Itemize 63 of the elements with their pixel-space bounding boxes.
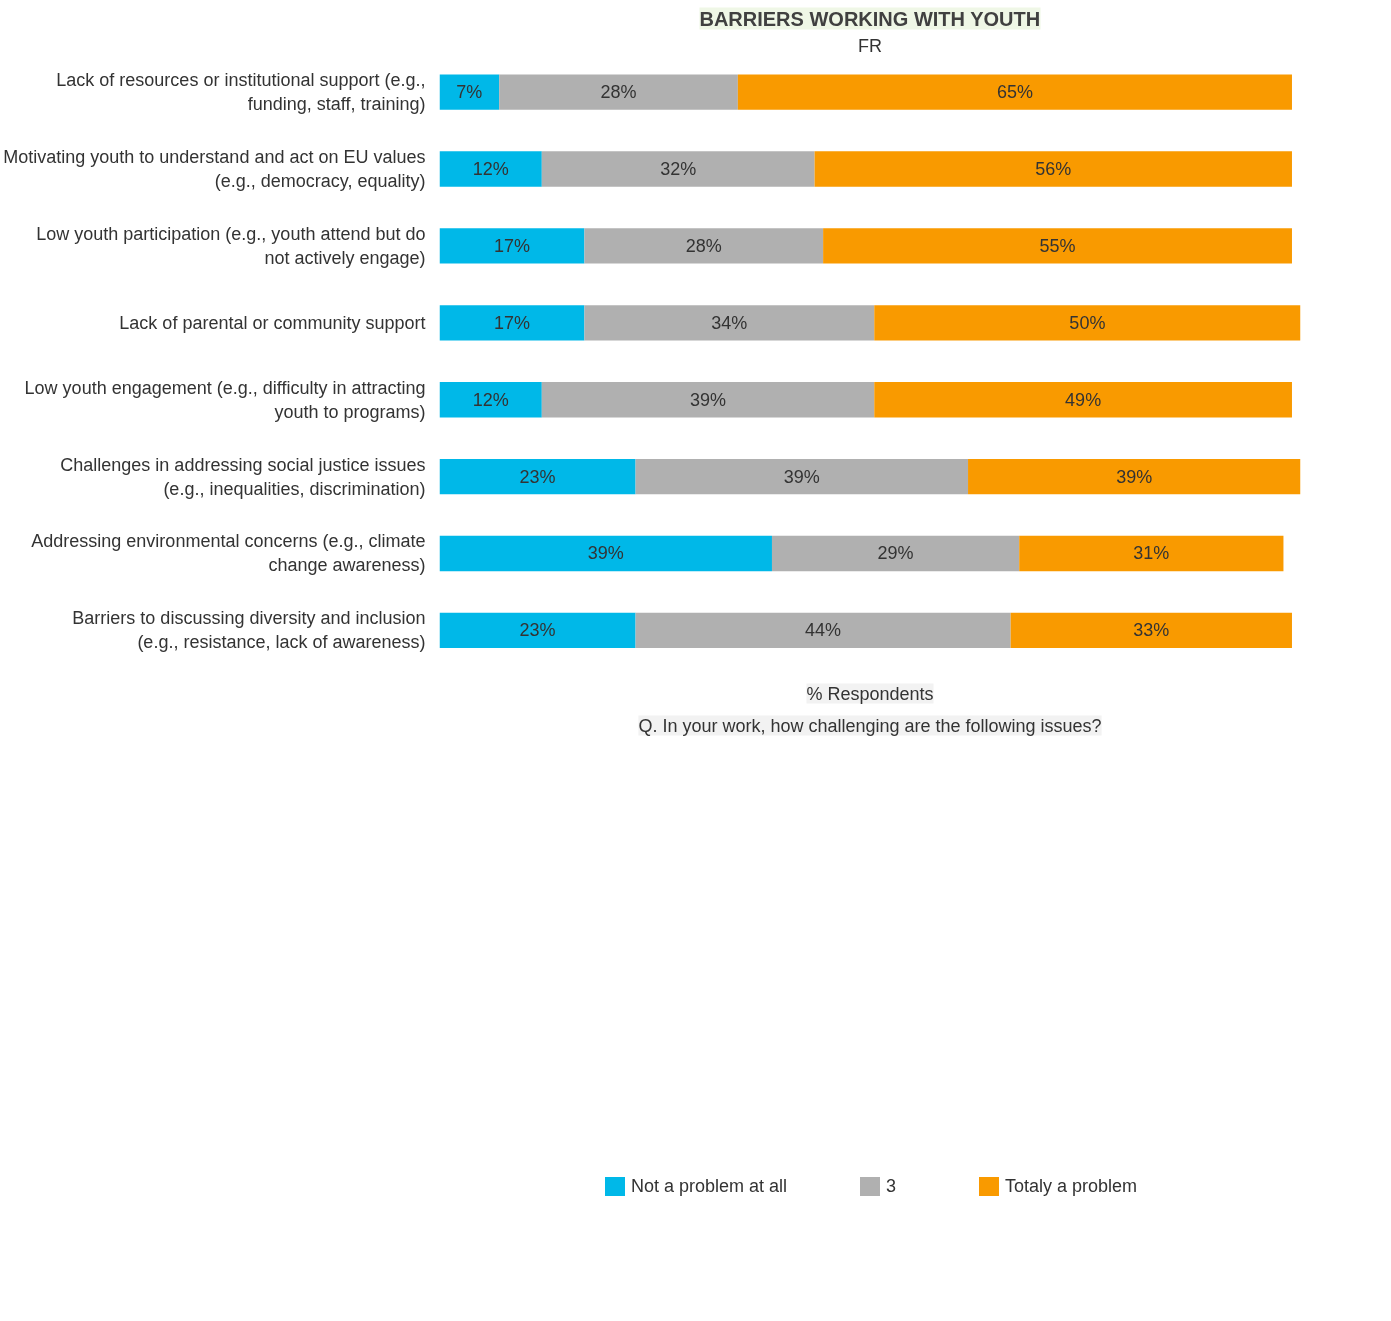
bar <box>737 74 1292 110</box>
chart-title: BARRIERS WORKING WITH YOUTH <box>699 7 1041 30</box>
data-label: 28% <box>600 82 637 103</box>
y-tick-label: Motivating youth to understand and act on EU values (e.g., democracy, equality) <box>3 147 426 192</box>
y-tick-label: Challenges in addressing social justice issues (e.g., inequalities, discrimination) <box>60 454 426 499</box>
data-label: 29% <box>877 543 914 564</box>
data-label: 39% <box>1116 466 1153 487</box>
bar <box>439 535 772 572</box>
bar <box>968 458 1301 495</box>
data-label: 33% <box>1133 620 1170 641</box>
data-label: 56% <box>1035 159 1072 180</box>
text: Q. In your work, how challenging are the following issues? <box>638 715 1102 736</box>
y-tick-label: Low youth participation (e.g., youth attend but do not actively engage) <box>36 223 426 268</box>
data-label: 39% <box>690 389 727 410</box>
bar <box>874 305 1301 341</box>
data-label: 32% <box>660 159 697 180</box>
bar <box>541 151 815 187</box>
data-label: 23% <box>519 466 556 487</box>
bar <box>1010 612 1292 649</box>
data-label: 50% <box>1069 312 1106 333</box>
data-label: 44% <box>805 620 842 641</box>
bar <box>771 535 1020 572</box>
bar <box>541 382 875 418</box>
y-tick-label: Addressing environmental concerns (e.g., climate change awareness) <box>31 531 426 576</box>
data-label: 49% <box>1065 389 1102 410</box>
bar <box>823 228 1292 264</box>
data-label: 28% <box>685 235 722 256</box>
bar <box>439 151 542 187</box>
bar <box>584 305 875 341</box>
bar <box>635 612 1011 649</box>
y-tick-label: Lack of resources or institutional support (e.g., funding, staff, training) <box>56 70 426 115</box>
data-label: 17% <box>493 235 530 256</box>
bar <box>439 305 585 341</box>
data-label: 7% <box>456 82 483 103</box>
legend-label: 3 <box>886 1175 897 1197</box>
y-tick-label: Low youth engagement (e.g., difficulty in attracting youth to programs) <box>24 377 426 422</box>
data-label: 39% <box>587 543 624 564</box>
data-label: 39% <box>783 466 820 487</box>
data-label: 17% <box>493 312 530 333</box>
data-label: 12% <box>472 159 509 180</box>
y-tick-label: Lack of parental or community support <box>119 312 426 333</box>
bar <box>1019 535 1284 572</box>
bar <box>439 74 500 110</box>
bar <box>584 228 824 264</box>
data-label: 65% <box>996 82 1033 103</box>
data-label: 12% <box>472 389 509 410</box>
data-label: 23% <box>519 620 556 641</box>
chart-subtitle: FR <box>858 36 882 57</box>
y-tick-label: Barriers to discussing diversity and inclusion (e.g., resistance, lack of awareness) <box>72 608 426 653</box>
bar <box>499 74 738 110</box>
bar <box>439 612 636 649</box>
bar <box>814 151 1292 187</box>
data-label: 31% <box>1133 543 1170 564</box>
bar <box>439 458 636 495</box>
bar <box>439 382 542 418</box>
bar <box>439 228 585 264</box>
bar <box>874 382 1292 418</box>
bar <box>635 458 969 495</box>
data-label: 55% <box>1039 235 1076 256</box>
text: % Respondents <box>806 683 934 704</box>
data-label: 34% <box>711 312 748 333</box>
legend-label: Not a problem at all <box>630 1175 787 1197</box>
legend-label: Totaly a problem <box>1005 1175 1138 1197</box>
